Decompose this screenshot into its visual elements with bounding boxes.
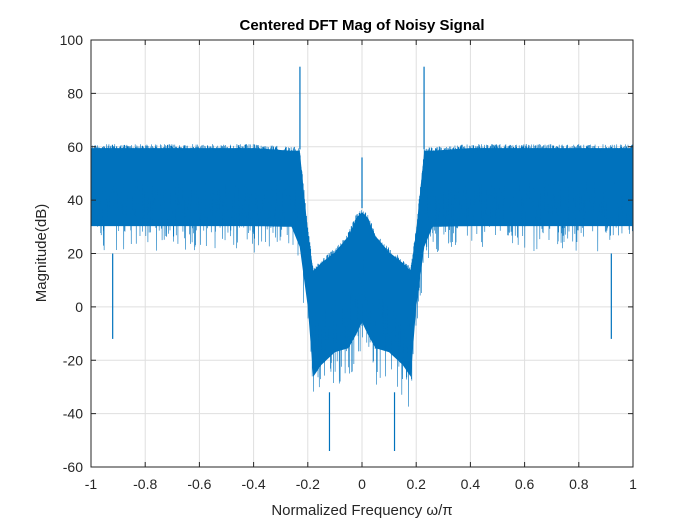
plot-area: -1 -0.8 -0.6 -0.4 -0.2 0 0.2 0.4 0.6 0.8 1 -60 -40 -2…	[60, 32, 637, 492]
y-tick-label: -20	[63, 352, 83, 368]
spectrum-trace	[90, 144, 634, 407]
chart-title: Centered DFT Mag of Noisy Signal	[239, 17, 484, 34]
y-tick-label: 40	[67, 192, 83, 208]
x-tick-label: -1	[85, 476, 98, 492]
x-axis-label: Normalized Frequency ω/π	[271, 502, 452, 519]
x-tick-label: -0.8	[133, 476, 157, 492]
y-tick-label: -40	[63, 406, 83, 422]
x-tick-label: -0.4	[242, 476, 266, 492]
y-tick-label: 20	[67, 246, 83, 262]
x-axis-label-text: Normalized Frequency ω/π	[271, 502, 452, 519]
y-axis-label: Magnitude(dB)	[33, 204, 50, 302]
x-tick-label: 0.2	[406, 476, 426, 492]
x-tick-label: 1	[629, 476, 637, 492]
y-tick-label: 60	[67, 139, 83, 155]
x-tick-label: -0.2	[296, 476, 320, 492]
x-tick-label: -0.6	[187, 476, 211, 492]
y-tick-label: 80	[67, 85, 83, 101]
data-layer	[90, 66, 634, 451]
y-tick-label: -60	[63, 459, 83, 475]
x-tick-label: 0.6	[515, 476, 535, 492]
y-tick-label: 0	[75, 299, 83, 315]
x-tick-label: 0.8	[569, 476, 589, 492]
x-tick-label: 0.4	[461, 476, 481, 492]
ticks: -1 -0.8 -0.6 -0.4 -0.2 0 0.2 0.4 0.6 0.8 1 -60 -40 -2…	[60, 32, 637, 492]
x-tick-label: 0	[358, 476, 366, 492]
y-tick-label: 100	[60, 32, 84, 48]
